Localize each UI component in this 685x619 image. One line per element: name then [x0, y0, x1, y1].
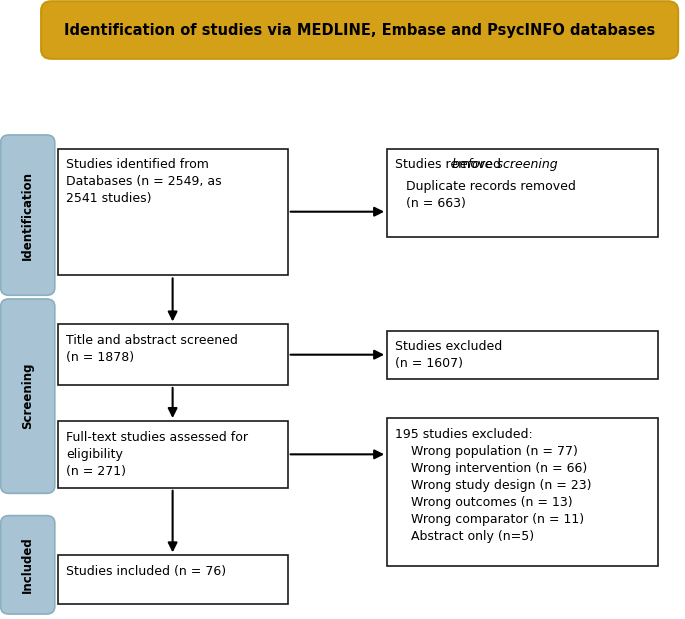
FancyBboxPatch shape [1, 516, 55, 614]
Text: 195 studies excluded:
    Wrong population (n = 77)
    Wrong intervention (n = : 195 studies excluded: Wrong population (… [395, 428, 592, 543]
FancyBboxPatch shape [387, 149, 658, 237]
Text: Studies excluded
(n = 1607): Studies excluded (n = 1607) [395, 340, 503, 370]
Text: Duplicate records removed
(n = 663): Duplicate records removed (n = 663) [406, 180, 575, 210]
Text: :: : [510, 158, 514, 171]
FancyBboxPatch shape [1, 135, 55, 295]
Text: before screening: before screening [453, 158, 558, 171]
Text: Full-text studies assessed for
eligibility
(n = 271): Full-text studies assessed for eligibili… [66, 431, 249, 478]
Text: Screening: Screening [21, 363, 34, 430]
FancyBboxPatch shape [41, 1, 678, 59]
FancyBboxPatch shape [387, 418, 658, 566]
Text: Title and abstract screened
(n = 1878): Title and abstract screened (n = 1878) [66, 334, 238, 364]
Text: Studies included (n = 76): Studies included (n = 76) [66, 565, 227, 578]
Text: Studies identified from
Databases (n = 2549, as
2541 studies): Studies identified from Databases (n = 2… [66, 158, 222, 206]
Text: Studies removed: Studies removed [395, 158, 506, 171]
Text: Identification: Identification [21, 171, 34, 259]
FancyBboxPatch shape [58, 149, 288, 275]
FancyBboxPatch shape [1, 299, 55, 493]
FancyBboxPatch shape [58, 421, 288, 488]
Text: Included: Included [21, 537, 34, 593]
FancyBboxPatch shape [58, 555, 288, 604]
FancyBboxPatch shape [387, 331, 658, 379]
FancyBboxPatch shape [58, 324, 288, 385]
Text: Identification of studies via MEDLINE, Embase and PsycINFO databases: Identification of studies via MEDLINE, E… [64, 22, 656, 38]
